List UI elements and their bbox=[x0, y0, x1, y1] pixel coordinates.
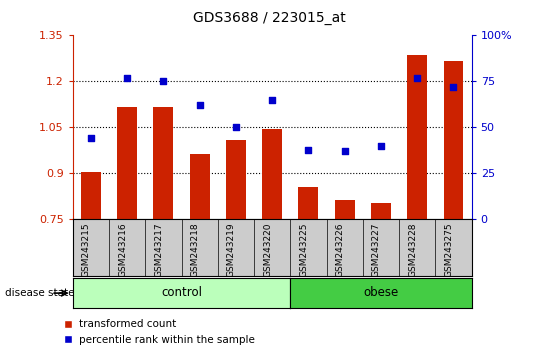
Point bbox=[232, 125, 240, 130]
Text: GDS3688 / 223015_at: GDS3688 / 223015_at bbox=[193, 11, 346, 25]
Point bbox=[123, 75, 132, 81]
Text: GSM243228: GSM243228 bbox=[408, 222, 417, 277]
Bar bbox=[226, 140, 246, 219]
Text: control: control bbox=[161, 286, 202, 299]
Text: GSM243220: GSM243220 bbox=[263, 222, 272, 277]
Legend: transformed count, percentile rank within the sample: transformed count, percentile rank withi… bbox=[59, 315, 259, 349]
Point bbox=[377, 143, 385, 149]
Text: GSM243215: GSM243215 bbox=[82, 222, 91, 277]
Bar bbox=[190, 154, 210, 219]
Text: GSM243217: GSM243217 bbox=[154, 222, 163, 277]
Text: GSM243226: GSM243226 bbox=[336, 222, 345, 277]
Point bbox=[449, 84, 458, 90]
Text: GSM243227: GSM243227 bbox=[372, 222, 381, 277]
Bar bbox=[299, 187, 319, 219]
Text: disease state: disease state bbox=[5, 288, 75, 298]
Bar bbox=[335, 200, 355, 219]
Text: obese: obese bbox=[363, 286, 399, 299]
Bar bbox=[407, 55, 427, 219]
Text: GSM243275: GSM243275 bbox=[445, 222, 453, 277]
Text: GSM243219: GSM243219 bbox=[227, 222, 236, 277]
Bar bbox=[371, 202, 391, 219]
Point bbox=[195, 103, 204, 108]
Bar bbox=[444, 62, 464, 219]
Point bbox=[87, 136, 95, 141]
Text: GSM243216: GSM243216 bbox=[118, 222, 127, 277]
Point bbox=[268, 97, 277, 103]
Bar bbox=[154, 108, 174, 219]
Bar bbox=[81, 172, 101, 219]
Point bbox=[341, 149, 349, 154]
Bar bbox=[117, 108, 137, 219]
Bar bbox=[262, 129, 282, 219]
Point bbox=[304, 147, 313, 152]
Point bbox=[413, 75, 421, 81]
Text: GSM243218: GSM243218 bbox=[191, 222, 199, 277]
Text: GSM243225: GSM243225 bbox=[300, 222, 308, 277]
Point bbox=[159, 79, 168, 84]
